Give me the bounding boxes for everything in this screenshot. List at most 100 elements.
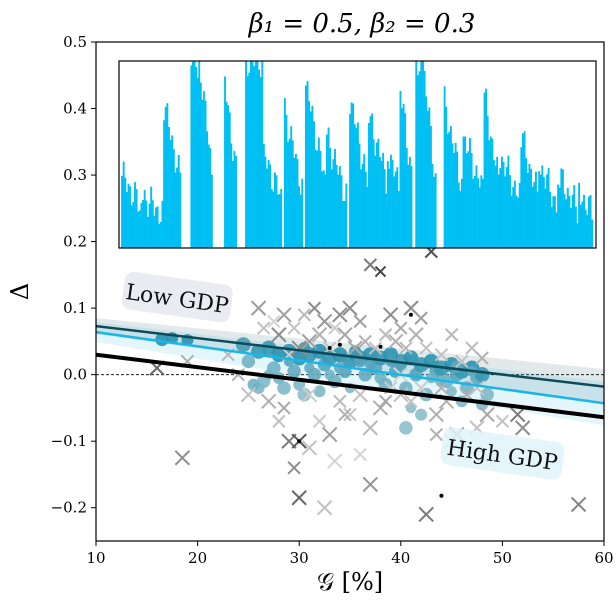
inset-bar <box>291 140 294 248</box>
inset-bar <box>408 156 411 248</box>
scatter-point-x <box>332 307 348 323</box>
inset-bar <box>550 207 553 248</box>
inset-bar <box>547 167 550 248</box>
inset-bar <box>304 85 307 248</box>
y-tick-label: 0.1 <box>63 299 87 317</box>
scatter-point-circle <box>304 362 315 374</box>
inset-bar <box>349 113 351 248</box>
inset-bar <box>382 152 385 248</box>
inset-bar <box>176 167 179 248</box>
inset-bar <box>464 136 467 248</box>
inset-bar <box>555 212 558 248</box>
inset-bar <box>327 127 330 248</box>
scatter-point-x <box>352 386 368 403</box>
inset-bar <box>480 175 483 248</box>
annotation-box <box>121 271 233 323</box>
inset-bar <box>204 100 207 248</box>
scatter-point-circle <box>474 367 490 383</box>
inset-bar <box>584 209 587 248</box>
annotation-low-gdp: Low GDP <box>121 271 233 323</box>
inset-bar <box>122 161 125 248</box>
scatter-point-x <box>277 401 291 415</box>
inset-bar <box>293 157 296 248</box>
inset-bar <box>505 167 508 248</box>
inset-bar <box>164 106 167 248</box>
scatter-point-x <box>358 334 372 349</box>
scatter-point-x <box>374 265 387 278</box>
inset-bar <box>542 176 545 248</box>
inset-bar <box>340 175 343 248</box>
inset-bar <box>578 182 581 248</box>
inset-bar <box>313 121 315 248</box>
inset-bar <box>167 126 170 248</box>
inset-bar <box>451 143 454 248</box>
inset-bar <box>267 159 270 248</box>
inset-bar <box>337 174 340 248</box>
inset-bar <box>261 61 264 248</box>
scatter-point-x <box>287 321 301 335</box>
inset-bar <box>210 174 213 248</box>
inset-bar <box>294 153 297 248</box>
inset-bar <box>388 168 391 248</box>
inset-bar <box>163 120 166 248</box>
inset-bar <box>497 174 500 248</box>
inset-bar <box>198 61 201 248</box>
inset-bar <box>558 187 561 248</box>
scatter-point-circle <box>247 378 260 391</box>
inset-bar <box>394 171 397 248</box>
inset-bar <box>177 154 180 248</box>
inset-bar <box>581 201 584 248</box>
annotation-box <box>440 427 565 480</box>
scatter-point-dot <box>297 439 302 444</box>
x-tick-label: 10 <box>86 549 105 567</box>
scatter-point-x <box>509 406 526 423</box>
scatter-point-x <box>353 314 367 329</box>
inset-bar <box>317 137 320 248</box>
inset-bar <box>358 143 361 248</box>
inset-bar <box>155 207 157 248</box>
inset-bar <box>275 175 278 248</box>
inset-bar <box>460 178 463 248</box>
inset-bar <box>541 165 544 248</box>
inset-bar <box>393 176 396 248</box>
inset-bar <box>143 189 146 248</box>
inset-bar <box>228 112 231 248</box>
inset-bar <box>129 186 132 248</box>
inset-bar <box>366 186 369 248</box>
inset-bar <box>311 105 314 249</box>
inset-bar <box>385 193 388 248</box>
inset-bar <box>201 99 204 248</box>
scatter-point-circle <box>287 364 301 379</box>
inset-bar <box>570 207 572 248</box>
inset-bar <box>207 144 210 248</box>
scatter-point-circle <box>394 358 407 371</box>
inset-bar <box>364 171 367 248</box>
scatter-point-circle <box>241 354 256 369</box>
scatter-point-x <box>382 307 399 323</box>
inset-bar <box>342 201 345 248</box>
inset-bar <box>539 174 542 248</box>
scatter-point-circle <box>349 345 362 358</box>
inset-bar <box>137 211 140 248</box>
inset-bar <box>140 202 143 248</box>
inset-bar <box>496 156 499 248</box>
inset-bar <box>509 175 511 248</box>
inset-bar <box>148 203 151 248</box>
y-tick-label: −0.1 <box>51 432 87 450</box>
inset-bar <box>386 161 389 248</box>
inset-bar <box>531 186 534 248</box>
inset-bar <box>462 136 465 248</box>
inset-bar <box>500 156 503 248</box>
scatter-point-x <box>444 328 459 342</box>
inset-bar <box>264 156 267 248</box>
scatter-point-x <box>455 354 469 369</box>
scatter-point-x <box>408 327 424 343</box>
y-tick-label: −0.2 <box>51 499 87 517</box>
inset-bar <box>507 155 510 248</box>
inset-bar <box>355 127 358 248</box>
scatter-point-circle <box>365 359 376 370</box>
inset-bar <box>193 61 196 248</box>
inset-bar <box>404 113 407 248</box>
inset-bar <box>338 166 341 248</box>
inset-bar <box>448 131 451 248</box>
